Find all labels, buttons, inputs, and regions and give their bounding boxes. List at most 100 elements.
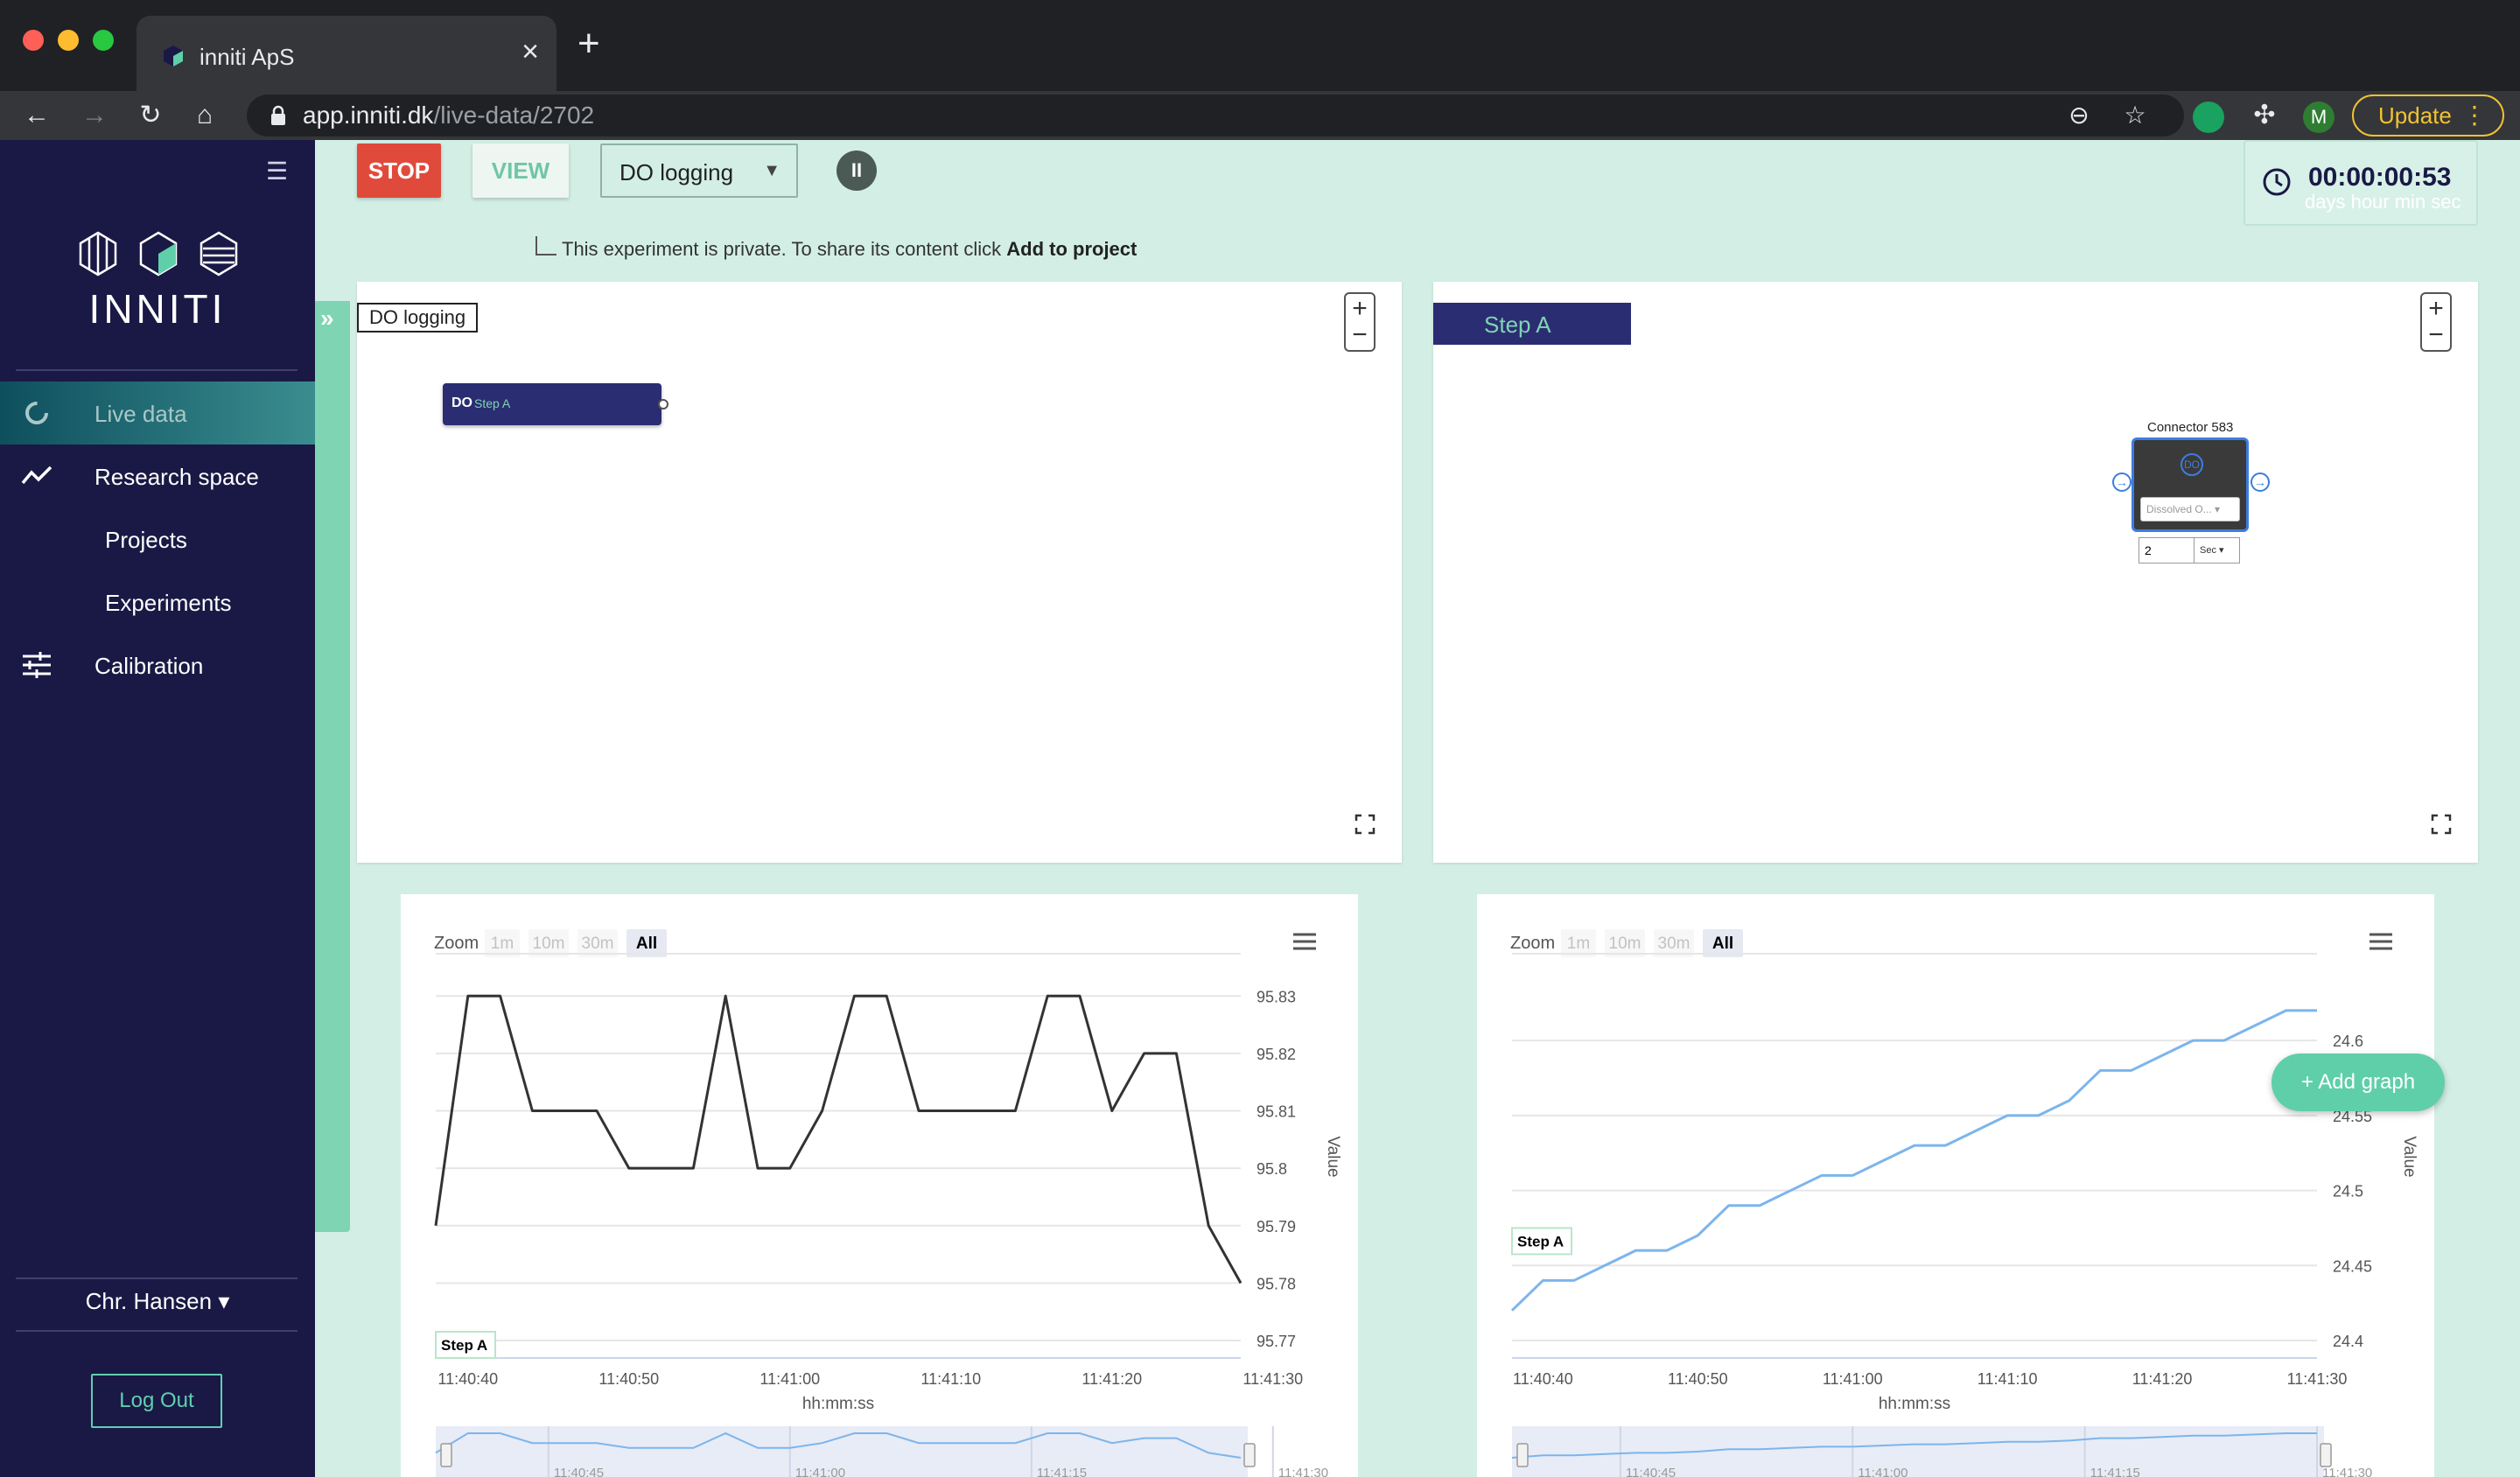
sensor-select[interactable]: Dissolved O... ▾	[2140, 497, 2240, 522]
fullscreen-icon[interactable]	[1354, 814, 1376, 835]
zoom-option-All[interactable]	[1703, 929, 1743, 957]
extensions-puzzle-icon[interactable]: ✣	[2253, 101, 2276, 130]
zoom-option-label: 30m	[582, 934, 614, 953]
zoom-option-label: All	[636, 934, 657, 953]
flow-zoom-controls: + −	[1344, 292, 1376, 352]
zoom-option-All[interactable]	[626, 929, 667, 957]
sidebar-item-calibration[interactable]: Calibration	[0, 634, 315, 696]
close-tab-icon[interactable]: ×	[522, 35, 539, 68]
grammarly-extension-icon[interactable]	[2193, 102, 2224, 133]
address-bar[interactable]: app.inniti.dk/live-data/2702 ⊖ ☆	[247, 94, 2184, 136]
note-connector-line	[536, 236, 556, 256]
new-tab-button[interactable]: +	[578, 22, 600, 65]
zoom-out-icon[interactable]: ⊖	[2068, 102, 2090, 129]
timer-units: days hour min sec	[2305, 191, 2461, 213]
profile-avatar[interactable]: M	[2303, 102, 2334, 133]
private-experiment-note: This experiment is private. To share its…	[562, 238, 1138, 260]
series-flag	[1511, 1227, 1572, 1256]
zoom-in-icon[interactable]: +	[2428, 294, 2444, 323]
zoom-option-1m[interactable]	[1561, 929, 1596, 957]
double-chevron-right-icon: »	[320, 304, 334, 332]
series-flag-label: Step A	[441, 1337, 487, 1354]
close-window-button[interactable]	[23, 30, 44, 51]
zoom-out-icon[interactable]: −	[2428, 320, 2444, 349]
expand-panel-handle[interactable]: »	[315, 301, 350, 1232]
inniti-favicon-icon	[164, 46, 183, 66]
sidebar-item-research-space[interactable]: Research space	[0, 444, 315, 508]
interval-unit-select[interactable]: Sec ▾	[2194, 537, 2240, 564]
collapse-menu-icon[interactable]: ☰	[266, 158, 289, 185]
back-arrow-icon[interactable]: ←	[24, 101, 50, 130]
browser-update-button[interactable]: Update ⋮	[2352, 94, 2504, 136]
zoom-option-10m[interactable]	[1605, 929, 1645, 957]
loading-ring-icon	[25, 402, 48, 424]
chart-menu-icon[interactable]	[1293, 933, 1316, 950]
y-tick-label: 24.6	[2333, 1032, 2363, 1050]
navigator-tick-label: 11:41:30	[2322, 1466, 2372, 1477]
add-to-project-link[interactable]: Add to project	[1006, 238, 1138, 260]
navigator-tick-label: 11:41:00	[795, 1466, 845, 1477]
x-axis-title: hh:mm:ss	[802, 1395, 874, 1413]
y-tick-label: 24.4	[2333, 1333, 2363, 1350]
pause-button[interactable]: II	[836, 150, 877, 191]
experiment-flow-label: DO logging	[357, 303, 479, 332]
y-tick-label: 95.77	[1256, 1333, 1296, 1350]
minimize-window-button[interactable]	[58, 30, 79, 51]
zoom-option-30m[interactable]	[1654, 929, 1694, 957]
chart-card-left: Zoom 1m 10m 30m All 95.77 95.78 95.79 95.8 95.81 9…	[401, 894, 1358, 1477]
interval-input[interactable]: 2	[2138, 537, 2194, 564]
forward-arrow-icon[interactable]: →	[81, 101, 108, 130]
zoom-in-icon[interactable]: +	[1352, 294, 1368, 323]
sidebar-item-live-data[interactable]: Live data	[0, 382, 315, 444]
y-tick-label: 95.82	[1256, 1046, 1296, 1063]
app-root: ☰ INNITI Live data Research space	[0, 140, 2520, 1477]
experiment-select[interactable]: DO logging ▼	[600, 144, 798, 198]
browser-tab-bar: inniti ApS × +	[0, 0, 2520, 91]
line-chart[interactable]: Zoom 1m 10m 30m All 95.77 95.78 95.79 95.8 95.81 9…	[401, 894, 1358, 1477]
sidebar-item-experiments[interactable]: Experiments	[105, 590, 232, 616]
sliders-icon	[23, 652, 51, 678]
navigator-handle[interactable]	[1243, 1443, 1256, 1467]
navigator-handle[interactable]	[2320, 1443, 2332, 1467]
add-graph-button[interactable]: + Add graph	[2272, 1054, 2445, 1111]
x-tick-label: 11:41:20	[2132, 1370, 2193, 1388]
line-chart[interactable]: Zoom 1m 10m 30m All 24.4 24.45 24.5 24.55 24.6 11:…	[1477, 894, 2434, 1477]
y-tick-label: 95.8	[1256, 1160, 1287, 1178]
navigator-handle[interactable]	[1516, 1443, 1529, 1467]
user-menu[interactable]: Chr. Hansen ▾	[85, 1288, 230, 1314]
output-port-icon[interactable]: →	[2250, 472, 2270, 492]
y-axis-title: Value	[1324, 1136, 1342, 1177]
maximize-window-button[interactable]	[93, 30, 114, 51]
zoom-option-10m[interactable]	[528, 929, 569, 957]
url-text: app.inniti.dk/live-data/2702	[303, 102, 595, 129]
navigator-series	[1511, 1432, 2317, 1459]
navigator-series	[435, 1432, 1242, 1459]
series-line	[434, 994, 1242, 1284]
tab-title: inniti ApS	[200, 44, 295, 70]
navigator-handle[interactable]	[440, 1443, 452, 1467]
home-icon[interactable]: ⌂	[196, 101, 214, 130]
view-button[interactable]: VIEW	[472, 144, 569, 198]
chart-menu-icon[interactable]	[2370, 933, 2392, 950]
logout-button[interactable]: Log Out	[91, 1374, 222, 1428]
x-tick-label: 11:41:10	[1978, 1370, 2038, 1388]
browser-tab[interactable]: inniti ApS ×	[136, 16, 556, 91]
step-tab[interactable]: Step A	[1433, 303, 1631, 345]
navigator-tick-label: 11:41:15	[1037, 1466, 1087, 1477]
reload-icon[interactable]: ↻	[139, 101, 162, 130]
bookmark-star-icon[interactable]: ☆	[2124, 102, 2146, 129]
zoom-option-1m[interactable]	[485, 929, 520, 957]
input-port-icon[interactable]: →	[2112, 472, 2132, 492]
step-node[interactable]: DO Step A	[443, 383, 662, 425]
caret-down-icon: ▾	[218, 1288, 230, 1314]
dissolved-oxygen-icon: DO	[2180, 453, 2203, 476]
zoom-option-30m[interactable]	[578, 929, 618, 957]
x-tick-label: 11:40:40	[1513, 1370, 1573, 1388]
zoom-out-icon[interactable]: −	[1352, 320, 1368, 349]
stop-button[interactable]: STOP	[357, 144, 441, 198]
fullscreen-icon[interactable]	[2431, 814, 2452, 835]
node-output-port[interactable]	[658, 399, 668, 410]
zoom-option-label: 10m	[1609, 934, 1642, 953]
experiment-timer: 00:00:00:53 days hour min sec	[2244, 140, 2478, 226]
sidebar-item-projects[interactable]: Projects	[105, 527, 187, 553]
